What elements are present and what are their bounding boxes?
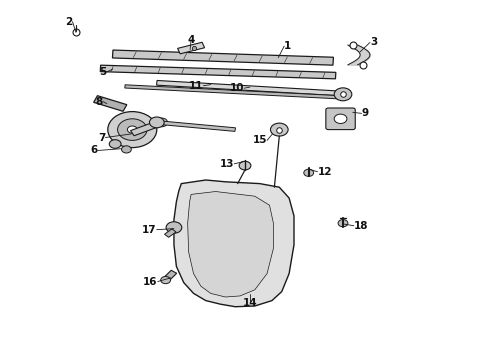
Polygon shape xyxy=(174,180,294,307)
Circle shape xyxy=(108,112,157,148)
Polygon shape xyxy=(156,81,343,96)
Polygon shape xyxy=(94,96,127,111)
Circle shape xyxy=(338,220,348,227)
Text: 17: 17 xyxy=(142,225,157,235)
Text: 14: 14 xyxy=(243,298,257,308)
Polygon shape xyxy=(125,85,338,99)
Polygon shape xyxy=(164,270,177,280)
Circle shape xyxy=(149,117,164,128)
Circle shape xyxy=(161,276,171,284)
Text: 7: 7 xyxy=(98,132,105,143)
FancyBboxPatch shape xyxy=(326,108,355,130)
Circle shape xyxy=(118,119,147,140)
Circle shape xyxy=(334,114,347,123)
Polygon shape xyxy=(165,229,176,237)
Circle shape xyxy=(156,118,168,127)
Text: 9: 9 xyxy=(362,108,369,118)
Text: 13: 13 xyxy=(220,159,234,169)
Circle shape xyxy=(122,146,131,153)
Text: 8: 8 xyxy=(96,96,103,107)
Polygon shape xyxy=(130,120,164,136)
Circle shape xyxy=(270,123,288,136)
Text: 11: 11 xyxy=(189,81,203,91)
Polygon shape xyxy=(113,50,333,65)
Text: 16: 16 xyxy=(143,276,158,287)
Circle shape xyxy=(166,222,182,233)
Circle shape xyxy=(334,88,352,101)
Polygon shape xyxy=(188,192,273,297)
Text: 15: 15 xyxy=(252,135,267,145)
Circle shape xyxy=(127,126,137,133)
Text: 5: 5 xyxy=(99,67,107,77)
Text: 2: 2 xyxy=(65,17,73,27)
Polygon shape xyxy=(156,121,236,131)
Text: 18: 18 xyxy=(354,221,368,231)
Text: 12: 12 xyxy=(318,167,332,177)
Text: 4: 4 xyxy=(187,35,195,45)
Text: 6: 6 xyxy=(91,145,98,156)
Polygon shape xyxy=(100,65,336,79)
Circle shape xyxy=(239,161,251,170)
Circle shape xyxy=(304,169,314,176)
Polygon shape xyxy=(177,42,205,54)
Circle shape xyxy=(109,140,121,148)
Text: 1: 1 xyxy=(284,41,292,51)
Text: 10: 10 xyxy=(229,83,244,93)
Text: 3: 3 xyxy=(370,37,377,48)
